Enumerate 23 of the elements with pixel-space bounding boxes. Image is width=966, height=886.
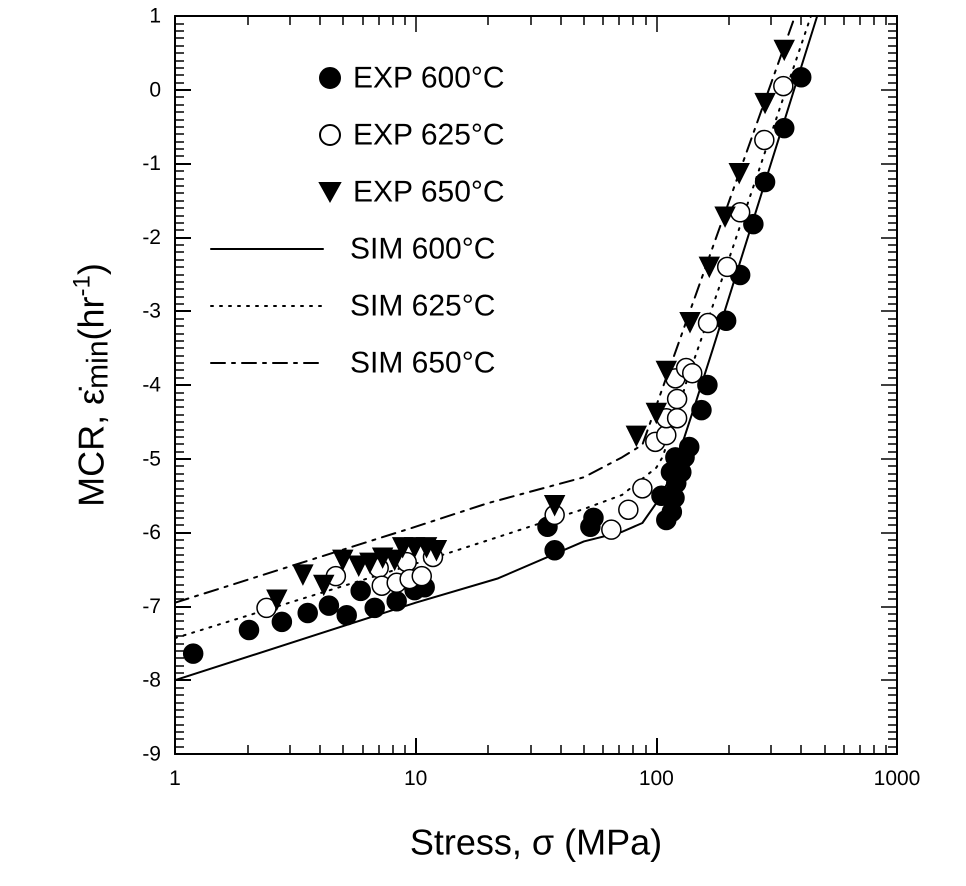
legend-label: EXP 625°C bbox=[353, 118, 505, 152]
legend-label: EXP 600°C bbox=[353, 62, 505, 94]
y-tick-label: 0 bbox=[149, 78, 161, 102]
y-tick-label: -7 bbox=[142, 594, 161, 618]
y-tick-label: -8 bbox=[142, 668, 161, 692]
x-tick-label: 100 bbox=[638, 767, 674, 790]
x-tick-label: 1 bbox=[169, 767, 181, 790]
legend-label: SIM 625°C bbox=[350, 290, 496, 322]
x-axis-title: Stress, σ (MPa) bbox=[410, 822, 662, 862]
legend-label: SIM 600°C bbox=[350, 232, 496, 266]
x-tick-label: 10 bbox=[404, 767, 428, 790]
y-tick-label: -9 bbox=[142, 742, 161, 766]
y-axis-title: MCR, ε̇min(hr-1) bbox=[68, 263, 114, 507]
legend-label: EXP 650°C bbox=[353, 176, 505, 208]
y-tick-label: -4 bbox=[142, 374, 162, 396]
y-tick-label: -2 bbox=[142, 226, 161, 249]
y-tick-label: -3 bbox=[142, 300, 161, 323]
legend-label: SIM 650°C bbox=[350, 346, 496, 380]
y-tick-label: -1 bbox=[142, 152, 161, 176]
y-tick-label: -6 bbox=[142, 521, 161, 544]
y-tick-label: -5 bbox=[142, 447, 161, 470]
y-tick-label: 1 bbox=[149, 4, 161, 28]
x-tick-label: 1000 bbox=[874, 767, 920, 790]
